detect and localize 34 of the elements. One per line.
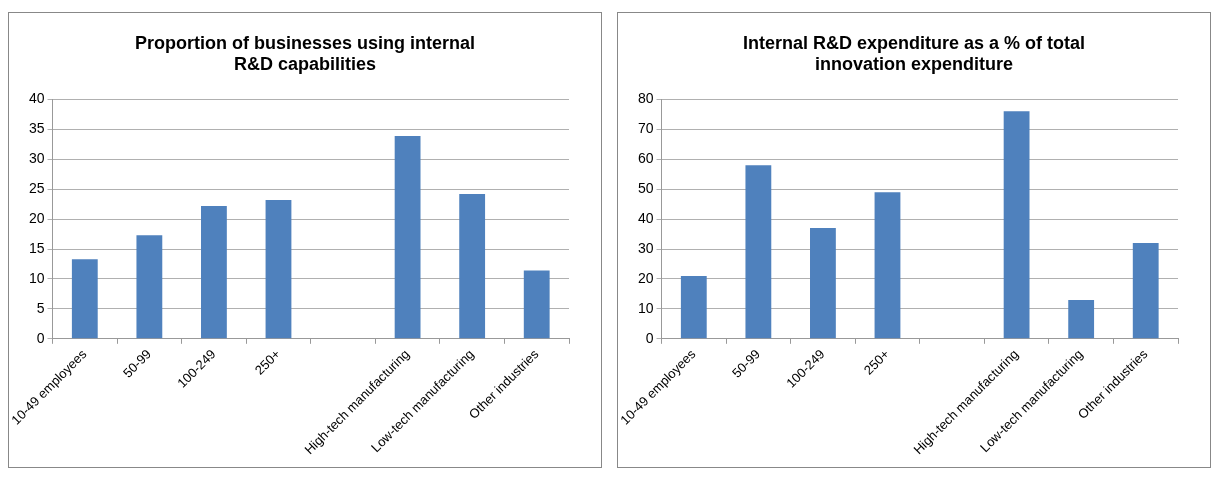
y-tick-label: 80 — [637, 90, 654, 107]
bar — [745, 165, 772, 339]
y-tick-label: 10 — [28, 269, 45, 286]
y-tick-label: 25 — [28, 180, 45, 197]
y-tick-label: 15 — [28, 239, 45, 256]
bar — [1003, 111, 1030, 339]
bar — [1132, 243, 1159, 339]
y-tick-label: 0 — [36, 329, 45, 346]
bar — [680, 275, 707, 339]
y-tick-label: 20 — [637, 269, 654, 286]
y-tick-label: 10 — [637, 299, 654, 316]
y-tick-label: 35 — [28, 120, 45, 137]
y-tick-label: 50 — [637, 180, 654, 197]
bar — [71, 259, 98, 339]
bar — [394, 135, 421, 339]
bar — [1068, 299, 1095, 339]
bar — [201, 205, 227, 339]
bar — [136, 235, 163, 339]
bar — [810, 228, 836, 339]
chart-title: Proportion of businesses using internal R&D capabilities — [133, 33, 476, 75]
y-tick-label: 40 — [637, 209, 654, 226]
y-tick-label: 60 — [637, 150, 654, 167]
y-tick-label: 0 — [645, 329, 654, 346]
y-tick-label: 20 — [28, 209, 45, 226]
chart-title: Internal R&D expenditure as a % of total innovation expenditure — [741, 33, 1087, 75]
y-tick-label: 5 — [36, 299, 45, 316]
y-tick-label: 30 — [637, 239, 654, 256]
bar — [265, 199, 292, 339]
bar — [523, 270, 550, 339]
bar — [874, 192, 901, 339]
y-tick-label: 30 — [28, 150, 45, 167]
y-tick-label: 70 — [637, 120, 654, 137]
bar — [459, 193, 486, 339]
y-tick-label: 40 — [28, 90, 45, 107]
